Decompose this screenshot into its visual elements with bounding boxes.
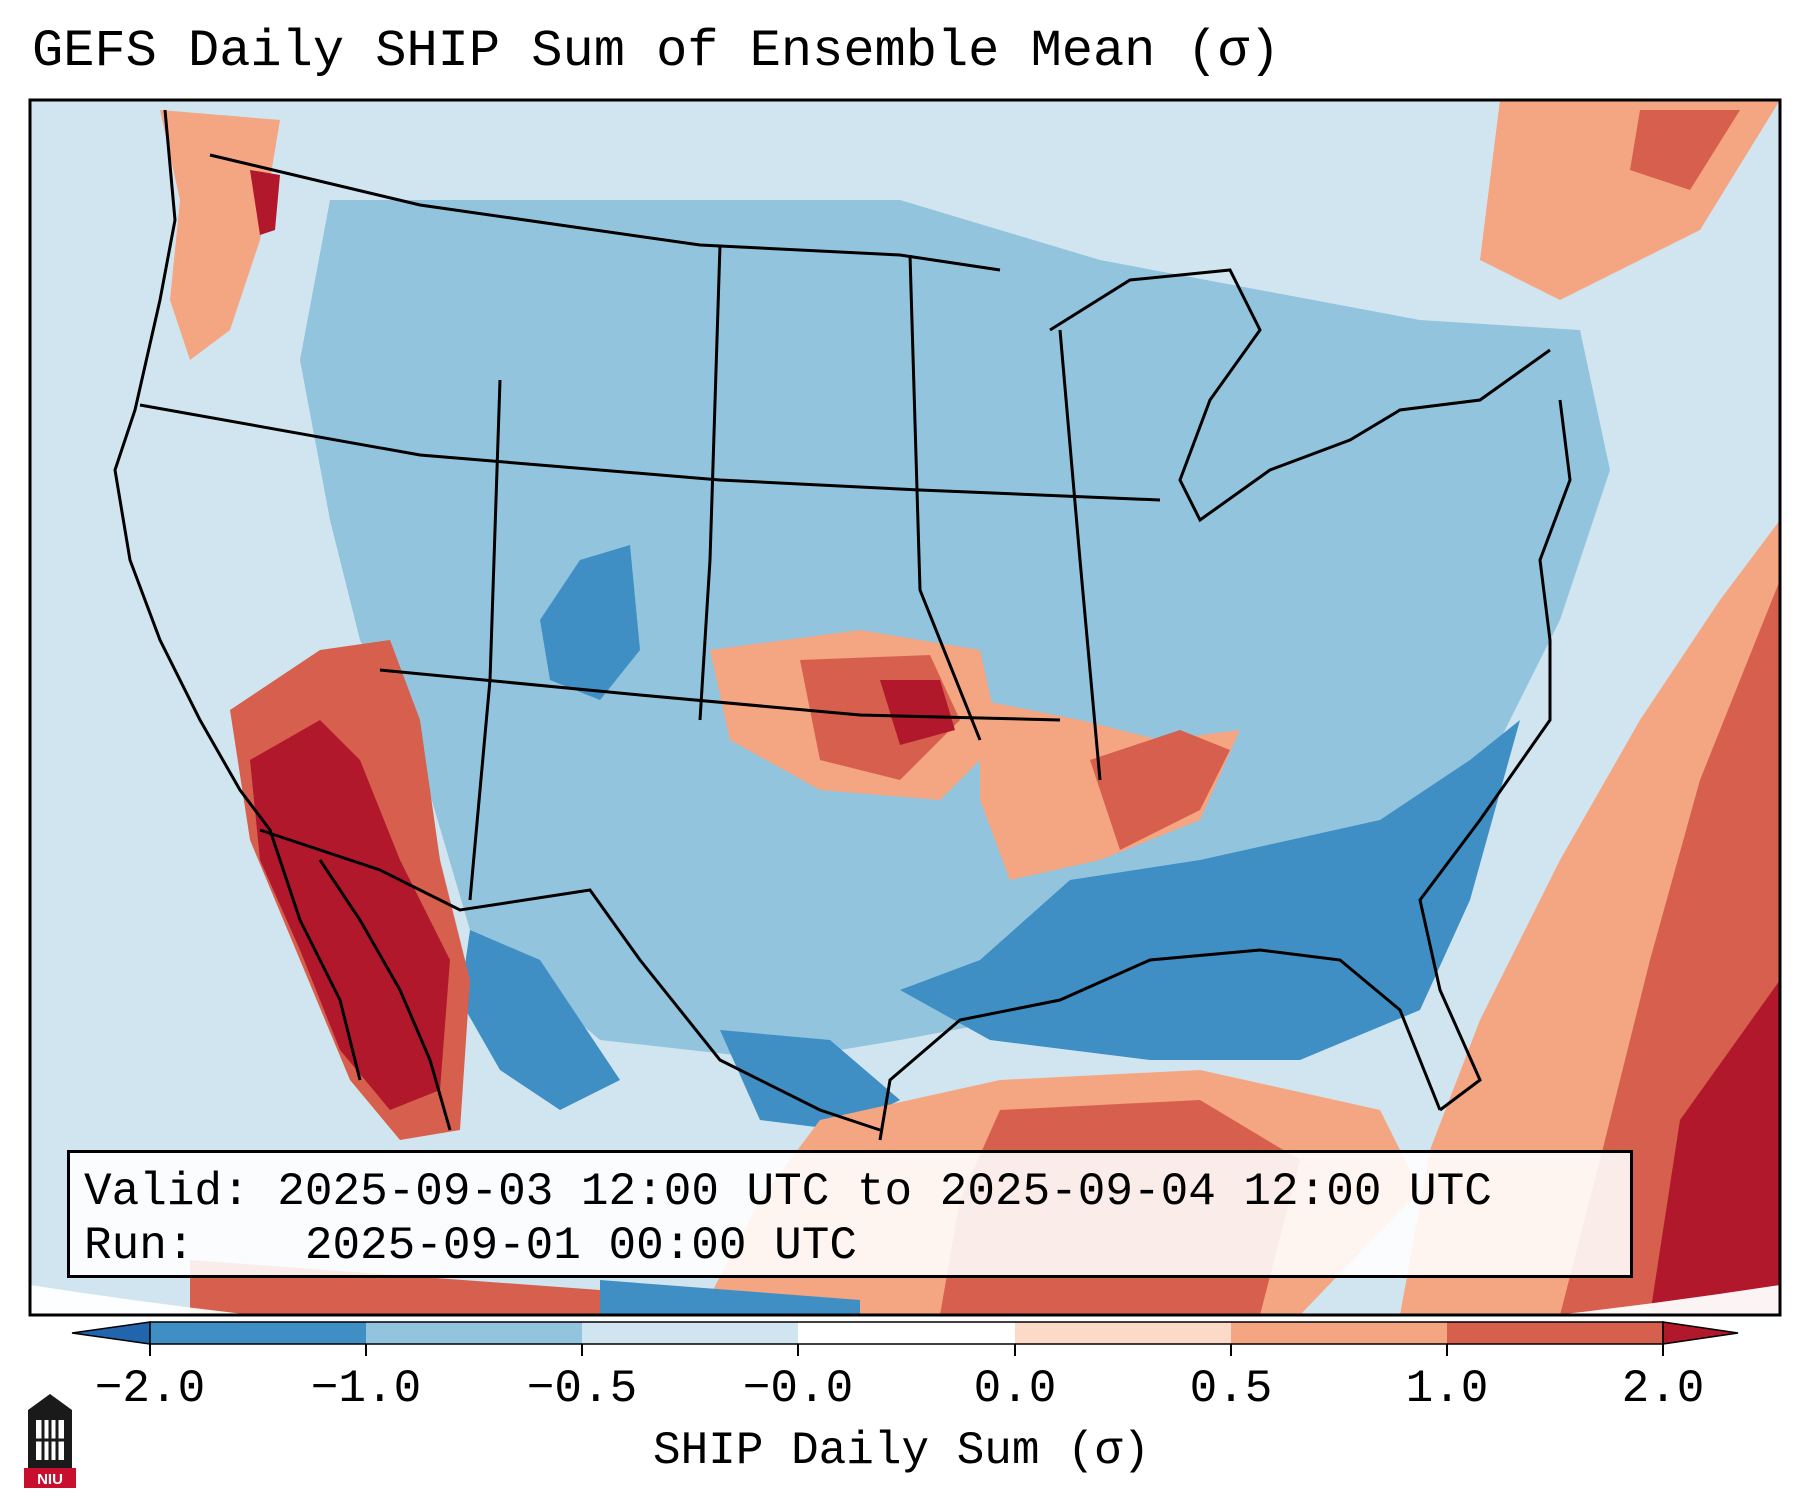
run-label: Run: [84, 1220, 195, 1272]
colorado-low-field [540, 545, 640, 700]
colorbar-segment [366, 1322, 582, 1344]
colorbar-tick-label: 2.0 [1621, 1363, 1705, 1415]
anomaly-fields [160, 100, 1780, 1315]
valid-value: 2025-09-03 12:00 UTC to 2025-09-04 12:00… [277, 1166, 1492, 1218]
state-line-6 [1058, 329, 1102, 781]
map-frame [28, 98, 1782, 1317]
gulf-coastline [878, 948, 1442, 1141]
state-line-4 [698, 244, 722, 721]
colorbar-outline [149, 1321, 1664, 1345]
colorbar-ticks [149, 1344, 1664, 1356]
valid-label: Valid: [84, 1166, 250, 1218]
valid-run-box: Valid: 2025-09-03 12:00 UTC to 2025-09-0… [67, 1150, 1633, 1278]
quebec-core-field [1630, 110, 1740, 190]
state-line-5 [908, 254, 982, 741]
gulf-coast-low-field [900, 720, 1520, 1060]
borders [113, 109, 1572, 1141]
south-texas-low-field [720, 1030, 900, 1130]
colorbar-tick-label: −0.5 [526, 1363, 638, 1415]
colorbar-tick-label: 0.5 [1189, 1363, 1273, 1415]
colorbar-tick-label: 1.0 [1405, 1363, 1489, 1415]
east-coastline [1418, 399, 1572, 1112]
state-line-2 [379, 668, 1061, 722]
niu-logo: NIU [24, 1394, 76, 1488]
colorbar-segment [1447, 1322, 1663, 1344]
chart-title: GEFS Daily SHIP Sum of Ensemble Mean (σ) [32, 22, 1281, 81]
colorbar-segment [150, 1322, 366, 1344]
colorbar-label: SHIP Daily Sum (σ) [653, 1425, 1150, 1477]
southwest-core-field [250, 720, 450, 1110]
colorbar-tick-label: −1.0 [310, 1363, 422, 1415]
west-coastline [113, 109, 362, 1081]
colorbar-segment [1015, 1322, 1231, 1344]
baja-peninsula [318, 859, 452, 1131]
colorbar-tick-label: −0.0 [742, 1363, 854, 1415]
svg-text:NIU: NIU [37, 1471, 63, 1488]
atlantic-core-field [1650, 980, 1780, 1315]
colorbar [71, 1321, 1739, 1356]
great-lakes [1049, 268, 1551, 523]
run-value: 2025-09-01 00:00 UTC [304, 1220, 857, 1272]
colorbar-tick-label: 0.0 [973, 1363, 1057, 1415]
mexico-border [259, 828, 881, 1132]
colorbar-segment [1231, 1322, 1447, 1344]
colorbar-extend-high [1662, 1321, 1739, 1345]
west-texas-low-field [460, 930, 620, 1110]
south-blue-field [600, 1280, 860, 1315]
pnw-core-field [250, 170, 280, 235]
state-line-3 [468, 379, 502, 901]
colorbar-tick-label: −2.0 [94, 1363, 206, 1415]
mississippi-core-field [1090, 730, 1230, 850]
state-line-1 [139, 403, 1161, 502]
pnw-high-field [160, 110, 280, 360]
colorbar-extend-low [71, 1321, 151, 1345]
colorbar-segment [798, 1322, 1015, 1344]
colorbar-segment [582, 1322, 798, 1344]
kansas-center-field [880, 680, 955, 745]
canada-border [209, 153, 1001, 272]
